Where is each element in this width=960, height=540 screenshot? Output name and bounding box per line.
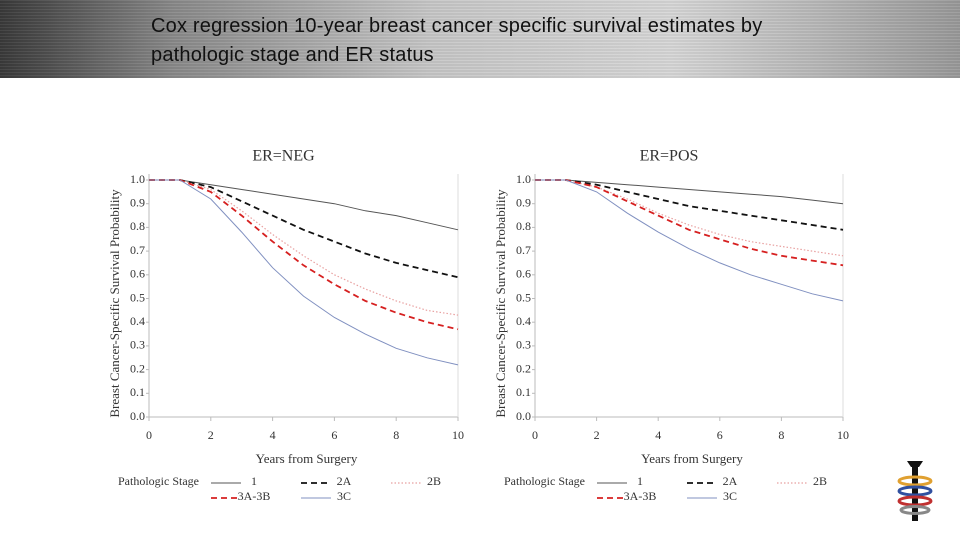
legend-title: Pathologic Stage bbox=[118, 474, 199, 488]
y-tick-label: 0.7 bbox=[130, 243, 145, 257]
legend-label: 3A-3B bbox=[624, 489, 657, 503]
y-tick-label: 0.9 bbox=[130, 195, 145, 209]
y-tick-label: 0.7 bbox=[516, 243, 531, 257]
x-tick-label: 4 bbox=[270, 428, 276, 442]
survival-curve bbox=[535, 179, 844, 205]
survival-curve bbox=[149, 179, 459, 331]
y-axis-label: Breast Cancer-Specific Survival Probabil… bbox=[493, 189, 508, 418]
y-tick-label: 0.5 bbox=[516, 290, 531, 304]
x-tick-label: 6 bbox=[717, 428, 723, 442]
x-tick-label: 2 bbox=[208, 428, 214, 442]
x-tick-label: 10 bbox=[452, 428, 464, 442]
survival-curve bbox=[149, 179, 459, 279]
x-axis-label: Years from Surgery bbox=[256, 451, 358, 466]
y-axis-label: Breast Cancer-Specific Survival Probabil… bbox=[107, 189, 122, 418]
header: Cox regression 10-year breast cancer spe… bbox=[0, 0, 960, 78]
chart-title: ER=POS bbox=[640, 148, 699, 165]
x-axis-label: Years from Surgery bbox=[641, 451, 743, 466]
y-tick-label: 0.8 bbox=[130, 219, 145, 233]
survival-curve bbox=[535, 179, 844, 302]
x-tick-label: 10 bbox=[837, 428, 849, 442]
legend-label: 2A bbox=[723, 474, 738, 488]
x-tick-label: 0 bbox=[532, 428, 538, 442]
logo bbox=[897, 461, 933, 521]
y-tick-label: 0.0 bbox=[130, 409, 145, 423]
y-tick-label: 0.5 bbox=[130, 290, 145, 304]
y-tick-label: 1.0 bbox=[130, 172, 145, 186]
y-tick-label: 1.0 bbox=[516, 172, 531, 186]
legend-label: 3C bbox=[723, 489, 737, 503]
survival-curve bbox=[535, 179, 844, 257]
x-tick-label: 8 bbox=[393, 428, 399, 442]
legend-label: 3C bbox=[337, 489, 351, 503]
survival-curve bbox=[535, 179, 844, 267]
legend-label: 2B bbox=[427, 474, 441, 488]
y-tick-label: 0.3 bbox=[516, 338, 531, 352]
legend-title: Pathologic Stage bbox=[504, 474, 585, 488]
y-tick-label: 0.1 bbox=[516, 385, 531, 399]
y-tick-label: 0.4 bbox=[130, 314, 145, 328]
x-tick-label: 6 bbox=[331, 428, 337, 442]
y-tick-label: 0.6 bbox=[130, 267, 145, 281]
legend-label: 2A bbox=[337, 474, 352, 488]
survival-curve bbox=[149, 179, 459, 366]
survival-curve bbox=[535, 179, 844, 231]
slide-title: Cox regression 10-year breast cancer spe… bbox=[151, 15, 763, 66]
x-tick-label: 0 bbox=[146, 428, 152, 442]
y-tick-label: 0.2 bbox=[130, 361, 145, 375]
y-tick-label: 0.1 bbox=[130, 385, 145, 399]
y-tick-label: 0.4 bbox=[516, 314, 531, 328]
legend-label: 1 bbox=[251, 474, 257, 488]
y-tick-label: 0.9 bbox=[516, 195, 531, 209]
y-tick-label: 0.0 bbox=[516, 409, 531, 423]
chart-title: ER=NEG bbox=[252, 148, 315, 165]
x-tick-label: 2 bbox=[594, 428, 600, 442]
y-tick-label: 0.2 bbox=[516, 361, 531, 375]
y-tick-label: 0.6 bbox=[516, 267, 531, 281]
y-tick-label: 0.8 bbox=[516, 219, 531, 233]
legend-label: 2B bbox=[813, 474, 827, 488]
survival-curve bbox=[149, 179, 459, 316]
x-tick-label: 4 bbox=[655, 428, 661, 442]
legend-label: 1 bbox=[637, 474, 643, 488]
survival-curve bbox=[149, 179, 459, 231]
legend-label: 3A-3B bbox=[238, 489, 271, 503]
y-tick-label: 0.3 bbox=[130, 338, 145, 352]
x-tick-label: 8 bbox=[778, 428, 784, 442]
